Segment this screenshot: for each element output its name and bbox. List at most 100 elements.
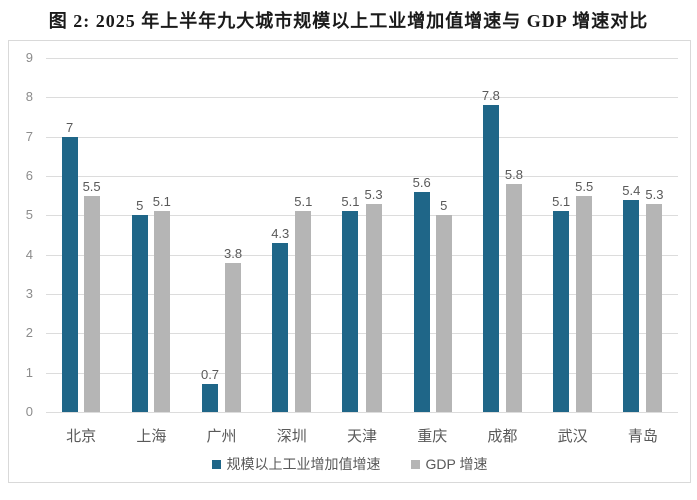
x-category-label: 上海 [136, 428, 167, 445]
bar-wrapper: 5.5 [575, 58, 593, 412]
bar-wrapper: 5 [131, 58, 148, 412]
gridline [46, 333, 678, 335]
bar-value-label: 5.1 [552, 194, 571, 210]
chart-title: 图 2: 2025 年上半年九大城市规模以上工业增加值增速与 GDP 增速对比 [48, 11, 649, 31]
bar-wrapper: 5 [435, 58, 452, 412]
gridline [46, 254, 678, 256]
bar [623, 199, 640, 412]
bar [342, 211, 359, 412]
bar-wrapper: 4.3 [271, 58, 289, 412]
bar-value-label: 5.5 [575, 178, 594, 194]
legend-label: 规模以上工业增加值增速 [226, 456, 381, 472]
x-axis: 北京 上海 广州 深圳 天津 重庆 成都 武汉 青岛 [46, 425, 678, 446]
bar [83, 195, 100, 412]
bar [413, 191, 430, 412]
y-tick-label: 4 [25, 246, 33, 262]
bar [131, 215, 148, 412]
y-tick-label: 1 [25, 364, 33, 380]
gridline [46, 215, 678, 217]
bar-group: 7.8 5.8 [467, 58, 537, 412]
y-tick-label: 8 [25, 89, 33, 105]
legend-swatch-icon [410, 459, 420, 469]
x-category-label: 武汉 [557, 428, 588, 445]
bar [202, 384, 218, 412]
legend: 规模以上工业增加值增速 GDP 增速 [9, 454, 690, 474]
x-category-label: 重庆 [417, 428, 448, 445]
y-tick-label: 0 [25, 404, 33, 419]
bar-wrapper: 5.1 [153, 58, 171, 412]
bar-group: 7 5.5 [46, 58, 116, 412]
legend-item: GDP 增速 [410, 454, 488, 474]
bar-wrapper: 5.1 [294, 58, 312, 412]
bar-wrapper: 5.3 [364, 58, 383, 412]
bar-wrapper: 0.7 [201, 58, 219, 412]
x-category-label: 广州 [206, 428, 237, 445]
bar [505, 183, 522, 412]
bar-value-label: 5.1 [341, 194, 360, 210]
x-category-label: 青岛 [627, 428, 658, 445]
bar-value-label: 5.6 [412, 174, 431, 190]
bar-group: 5.4 5.3 [608, 58, 678, 412]
bar [576, 195, 593, 412]
gridline [46, 412, 678, 413]
bar-value-label: 0.7 [200, 367, 220, 383]
y-tick-label: 7 [25, 128, 33, 144]
bar [272, 242, 289, 412]
bar-wrapper: 5.8 [505, 58, 523, 412]
x-category-label: 深圳 [276, 428, 307, 445]
bar-group: 5.1 5.3 [327, 58, 397, 412]
gridline [46, 58, 678, 59]
bar-value-label: 7 [65, 119, 74, 135]
bar [225, 262, 242, 412]
x-category-label: 北京 [66, 428, 97, 445]
bar-wrapper: 5.6 [413, 58, 431, 412]
bar-value-label: 5 [440, 198, 448, 214]
bar [435, 215, 452, 412]
bar [646, 203, 663, 412]
bar-value-label: 4.3 [271, 225, 290, 241]
bar-value-label: 5.4 [622, 182, 641, 198]
y-tick-label: 5 [25, 207, 33, 223]
bar-wrapper: 7.8 [482, 58, 500, 412]
bar-wrapper: 5.1 [341, 58, 359, 412]
bar-value-label: 5.1 [294, 194, 313, 210]
bar-value-label: 5.3 [364, 186, 383, 202]
bar-group: 0.7 3.8 [186, 58, 256, 412]
y-tick-label: 6 [25, 167, 33, 183]
bar [365, 203, 382, 412]
y-tick-label: 3 [25, 285, 33, 301]
bar-group: 4.3 5.1 [257, 58, 327, 412]
bar-wrapper: 5.3 [645, 58, 663, 412]
gridline [46, 294, 678, 295]
bar-value-label: 5.5 [82, 178, 101, 194]
bar-groups: 7 5.5 5 5.1 0.7 3.8 4.3 5.1 5.1 5.3 5.6 5 7.8 5.8 5.1 5… [46, 58, 678, 412]
bar-wrapper: 7 [61, 58, 78, 412]
bar-group: 5.6 5 [397, 58, 467, 412]
bar [61, 136, 78, 412]
bar-wrapper: 5.5 [83, 58, 101, 412]
bar-value-label: 3.8 [224, 245, 243, 261]
bar [482, 105, 499, 412]
bar-value-label: 5 [136, 198, 144, 214]
bar [153, 211, 170, 412]
gridline [46, 372, 678, 374]
gridline [46, 97, 678, 99]
bar-value-label: 5.8 [504, 166, 523, 182]
gridline [46, 176, 678, 177]
x-category-label: 天津 [346, 428, 377, 445]
bar-wrapper: 5.1 [552, 58, 570, 412]
bar-group: 5 5.1 [116, 58, 186, 412]
gridline [46, 136, 678, 138]
legend-label: GDP 增速 [425, 456, 488, 472]
bar-wrapper: 3.8 [224, 58, 242, 412]
bar-wrapper: 5.4 [622, 58, 640, 412]
x-category-label: 成都 [487, 428, 518, 445]
legend-item: 规模以上工业增加值增速 [211, 454, 381, 474]
y-tick-label: 9 [25, 50, 33, 65]
bar-value-label: 5.1 [152, 194, 171, 210]
bar [295, 211, 312, 412]
bar-group: 5.1 5.5 [538, 58, 608, 412]
bar-value-label: 7.8 [481, 88, 500, 104]
bar [553, 211, 570, 412]
